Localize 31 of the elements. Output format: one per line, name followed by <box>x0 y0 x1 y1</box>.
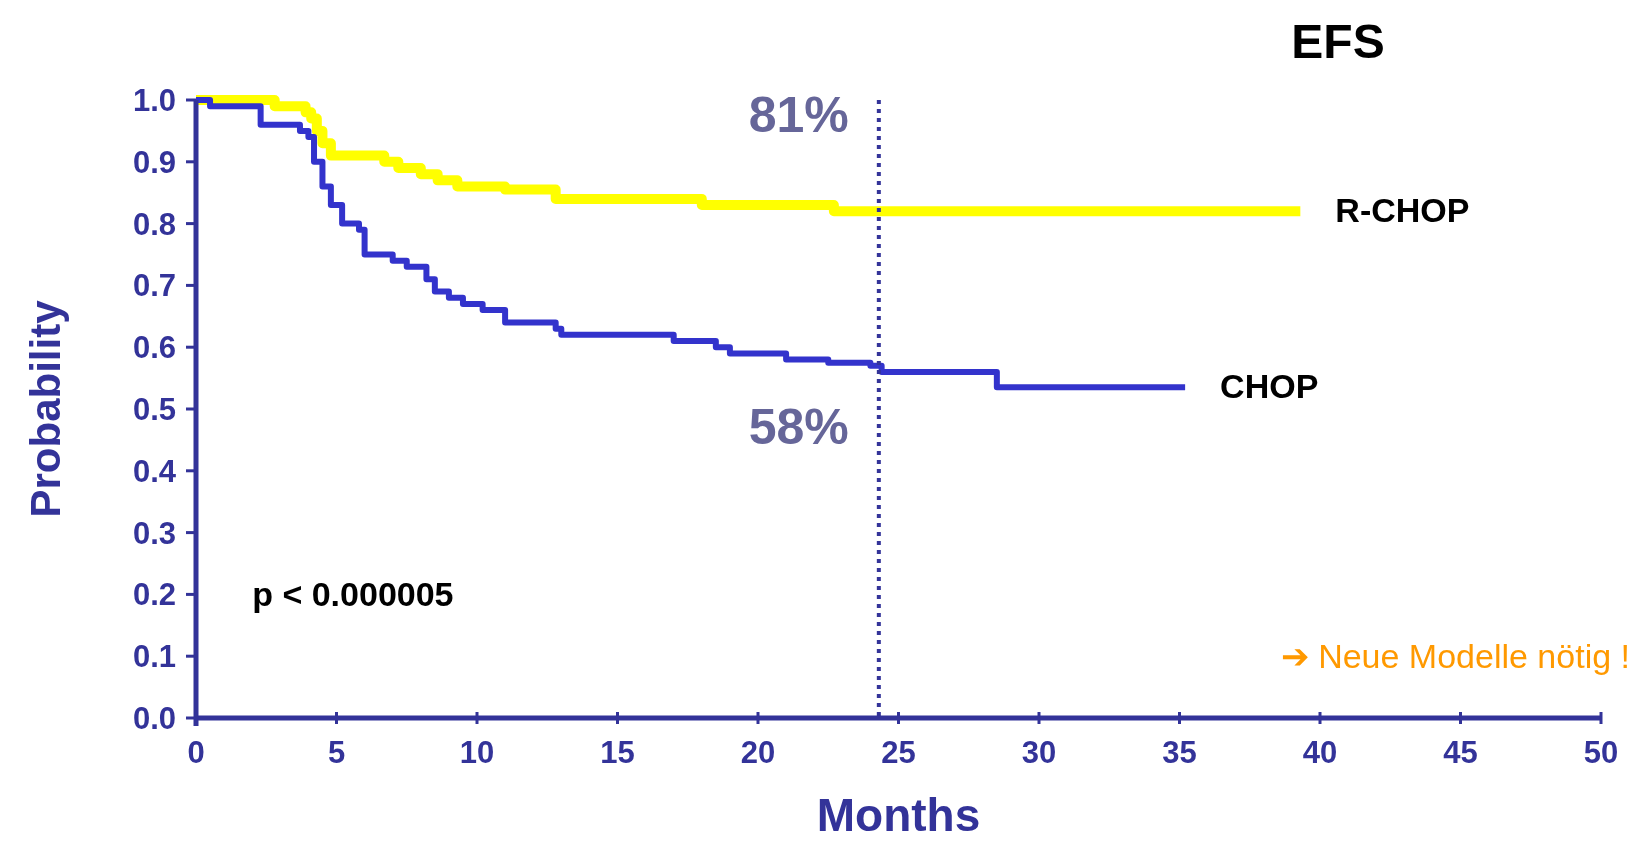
y-tick-label: 0.9 <box>132 144 176 180</box>
annotation: ➔ Neue Modelle nötig ! <box>1280 637 1630 676</box>
y-tick-label: 0.3 <box>132 515 176 551</box>
y-tick-label: 0.0 <box>132 701 176 736</box>
x-tick-label: 35 <box>1162 735 1197 770</box>
y-tick-label: 0.8 <box>132 206 176 242</box>
y-axis-title: Probability <box>22 299 69 518</box>
chart-title: EFS <box>1291 15 1385 68</box>
x-tick-label: 40 <box>1302 735 1338 770</box>
x-tick-label: 50 <box>1583 735 1619 770</box>
y-tick-label: 1.0 <box>132 83 176 118</box>
series-label: CHOP <box>1220 367 1319 406</box>
y-tick-label: 0.2 <box>132 577 176 613</box>
series-label: R-CHOP <box>1335 191 1470 230</box>
x-tick-label: 20 <box>740 735 776 770</box>
x-tick-label: 15 <box>600 735 635 770</box>
y-tick-label: 0.4 <box>132 453 177 489</box>
x-tick-label: 10 <box>459 735 495 770</box>
y-tick-label: 0.6 <box>132 330 176 366</box>
annotation: 58% <box>748 399 849 455</box>
x-tick-label: 5 <box>327 735 346 770</box>
y-tick-label: 0.7 <box>132 268 176 304</box>
x-tick-label: 30 <box>1021 735 1057 770</box>
y-tick-label: 0.5 <box>132 392 176 427</box>
annotation: p < 0.000005 <box>252 575 454 614</box>
x-tick-label: 45 <box>1443 735 1478 770</box>
x-tick-label: 0 <box>187 735 205 770</box>
y-tick-label: 0.1 <box>132 639 176 675</box>
annotation: 81% <box>748 87 849 143</box>
x-tick-label: 25 <box>881 735 916 770</box>
x-axis-title: Months <box>816 789 981 841</box>
